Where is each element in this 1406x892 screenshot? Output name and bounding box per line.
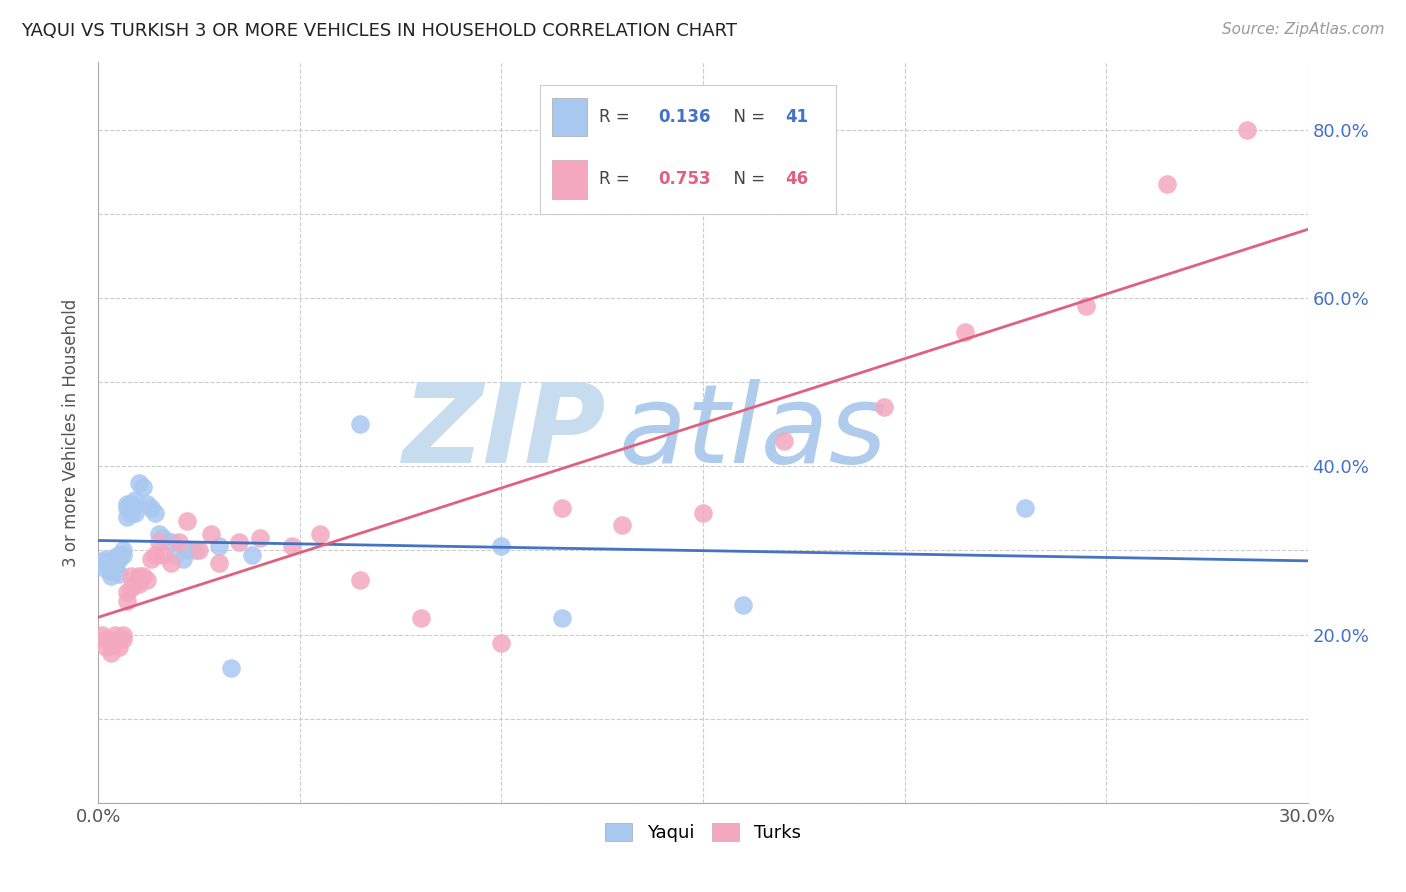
Point — [96, 562, 118, 576]
Point — [188, 543, 211, 558]
Point — [124, 577, 146, 591]
Point — [953, 325, 976, 339]
Point — [172, 551, 194, 566]
Point — [120, 506, 142, 520]
Point — [148, 526, 170, 541]
Text: Source: ZipAtlas.com: Source: ZipAtlas.com — [1222, 22, 1385, 37]
Point — [148, 535, 170, 549]
Point — [107, 548, 129, 562]
Point — [152, 548, 174, 562]
Point — [139, 501, 162, 516]
Point — [124, 492, 146, 507]
Point — [135, 573, 157, 587]
Point — [111, 627, 134, 641]
Text: atlas: atlas — [619, 379, 887, 486]
Point — [103, 550, 125, 565]
Point — [115, 501, 138, 516]
Point — [143, 506, 166, 520]
Point — [120, 581, 142, 595]
Point — [1014, 501, 1036, 516]
Point — [103, 560, 125, 574]
Point — [733, 598, 755, 612]
Point — [91, 627, 114, 641]
Point — [152, 531, 174, 545]
Point — [1074, 300, 1097, 314]
Point — [873, 401, 896, 415]
Point — [100, 568, 122, 582]
Point — [103, 627, 125, 641]
Point — [349, 417, 371, 432]
Point — [176, 543, 198, 558]
Point — [551, 610, 574, 624]
Point — [96, 640, 118, 655]
Point — [120, 568, 142, 582]
Point — [132, 480, 155, 494]
Point — [772, 434, 794, 448]
Point — [107, 551, 129, 566]
Point — [107, 566, 129, 581]
Point — [200, 526, 222, 541]
Point — [281, 539, 304, 553]
Point — [100, 638, 122, 652]
Point — [176, 514, 198, 528]
Point — [208, 556, 231, 570]
Point — [491, 636, 513, 650]
Point — [409, 610, 432, 624]
Legend: Yaqui, Turks: Yaqui, Turks — [598, 815, 808, 849]
Point — [100, 565, 122, 579]
Point — [115, 497, 138, 511]
Point — [1156, 178, 1178, 192]
Point — [143, 548, 166, 562]
Point — [249, 531, 271, 545]
Point — [240, 548, 263, 562]
Point — [309, 526, 332, 541]
Point — [692, 506, 714, 520]
Point — [160, 556, 183, 570]
Point — [1236, 122, 1258, 136]
Point — [135, 497, 157, 511]
Point — [103, 634, 125, 648]
Point — [128, 568, 150, 582]
Point — [160, 535, 183, 549]
Y-axis label: 3 or more Vehicles in Household: 3 or more Vehicles in Household — [62, 299, 80, 566]
Point — [184, 543, 207, 558]
Point — [107, 632, 129, 646]
Point — [551, 501, 574, 516]
Point — [124, 506, 146, 520]
Point — [100, 646, 122, 660]
Point — [115, 585, 138, 599]
Point — [96, 632, 118, 646]
Point — [167, 535, 190, 549]
Point — [208, 539, 231, 553]
Point — [228, 535, 250, 549]
Point — [96, 551, 118, 566]
Point — [349, 573, 371, 587]
Point — [111, 632, 134, 646]
Point — [612, 518, 634, 533]
Text: ZIP: ZIP — [402, 379, 606, 486]
Point — [128, 577, 150, 591]
Point — [111, 543, 134, 558]
Point — [107, 640, 129, 655]
Point — [103, 556, 125, 570]
Point — [221, 661, 243, 675]
Point — [100, 558, 122, 573]
Point — [128, 476, 150, 491]
Point — [163, 548, 186, 562]
Point — [115, 594, 138, 608]
Point — [132, 568, 155, 582]
Text: YAQUI VS TURKISH 3 OR MORE VEHICLES IN HOUSEHOLD CORRELATION CHART: YAQUI VS TURKISH 3 OR MORE VEHICLES IN H… — [21, 22, 737, 40]
Point — [91, 553, 114, 567]
Point — [120, 497, 142, 511]
Point — [115, 509, 138, 524]
Point — [491, 539, 513, 553]
Point — [139, 551, 162, 566]
Point — [111, 548, 134, 562]
